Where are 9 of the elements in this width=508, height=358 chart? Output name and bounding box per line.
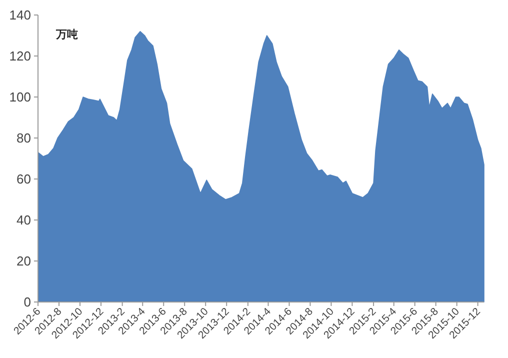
y-tick-label: 100 (9, 90, 31, 104)
y-tick-label: 40 (16, 212, 31, 228)
y-tick-label: 80 (16, 130, 31, 146)
y-tick-label: 120 (9, 48, 31, 64)
y-tick-label: 20 (16, 254, 31, 268)
y-tick-label: 140 (9, 8, 31, 22)
y-tick-label: 0 (24, 294, 31, 310)
y-axis-title: 万吨 (55, 28, 78, 41)
y-tick-label: 60 (16, 172, 31, 186)
